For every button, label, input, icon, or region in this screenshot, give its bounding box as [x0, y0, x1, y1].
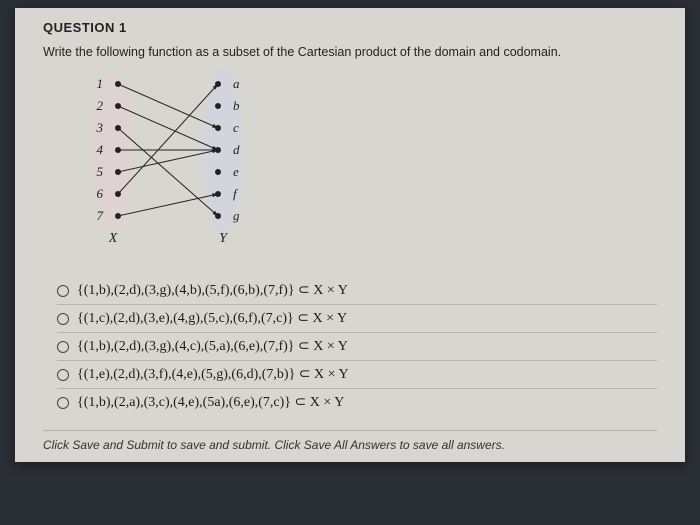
svg-text:a: a [233, 76, 240, 91]
svg-text:3: 3 [96, 120, 104, 135]
svg-text:4: 4 [97, 142, 104, 157]
radio-icon[interactable] [57, 313, 69, 325]
svg-text:1: 1 [97, 76, 104, 91]
mapping-diagram: 1234567abcdefgXY [73, 69, 657, 269]
bipartite-svg: 1234567abcdefgXY [73, 69, 273, 264]
svg-text:e: e [233, 164, 239, 179]
svg-text:b: b [233, 98, 240, 113]
option-text: {(1,e),(2,d),(3,f),(4,e),(5,g),(6,d),(7,… [77, 366, 349, 383]
svg-text:2: 2 [97, 98, 104, 113]
svg-text:5: 5 [97, 164, 104, 179]
option-text: {(1,b),(2,d),(3,g),(4,b),(5,f),(6,b),(7,… [77, 282, 348, 299]
svg-text:7: 7 [97, 208, 104, 223]
svg-text:6: 6 [97, 186, 104, 201]
answer-options: {(1,b),(2,d),(3,g),(4,b),(5,f),(6,b),(7,… [57, 277, 657, 416]
option-row-2[interactable]: {(1,b),(2,d),(3,g),(4,c),(5,a),(6,e),(7,… [57, 333, 657, 361]
radio-icon[interactable] [57, 285, 69, 297]
radio-icon[interactable] [57, 341, 69, 353]
option-row-1[interactable]: {(1,c),(2,d),(3,e),(4,g),(5,c),(6,f),(7,… [57, 305, 657, 333]
footer-instructions: Click Save and Submit to save and submit… [43, 430, 657, 462]
svg-text:d: d [233, 142, 240, 157]
option-text: {(1,b),(2,a),(3,c),(4,e),(5a),(6,e),(7,c… [77, 394, 344, 411]
question-header: QUESTION 1 [43, 20, 657, 35]
question-paper: QUESTION 1 Write the following function … [15, 8, 685, 462]
question-prompt: Write the following function as a subset… [43, 45, 657, 59]
option-text: {(1,c),(2,d),(3,e),(4,g),(5,c),(6,f),(7,… [77, 310, 347, 327]
svg-text:g: g [233, 208, 240, 223]
radio-icon[interactable] [57, 397, 69, 409]
svg-text:X: X [108, 231, 118, 246]
option-row-4[interactable]: {(1,b),(2,a),(3,c),(4,e),(5a),(6,e),(7,c… [57, 389, 657, 416]
svg-text:c: c [233, 120, 239, 135]
option-row-3[interactable]: {(1,e),(2,d),(3,f),(4,e),(5,g),(6,d),(7,… [57, 361, 657, 389]
option-text: {(1,b),(2,d),(3,g),(4,c),(5,a),(6,e),(7,… [77, 338, 348, 355]
svg-text:Y: Y [219, 231, 229, 246]
option-row-0[interactable]: {(1,b),(2,d),(3,g),(4,b),(5,f),(6,b),(7,… [57, 277, 657, 305]
radio-icon[interactable] [57, 369, 69, 381]
